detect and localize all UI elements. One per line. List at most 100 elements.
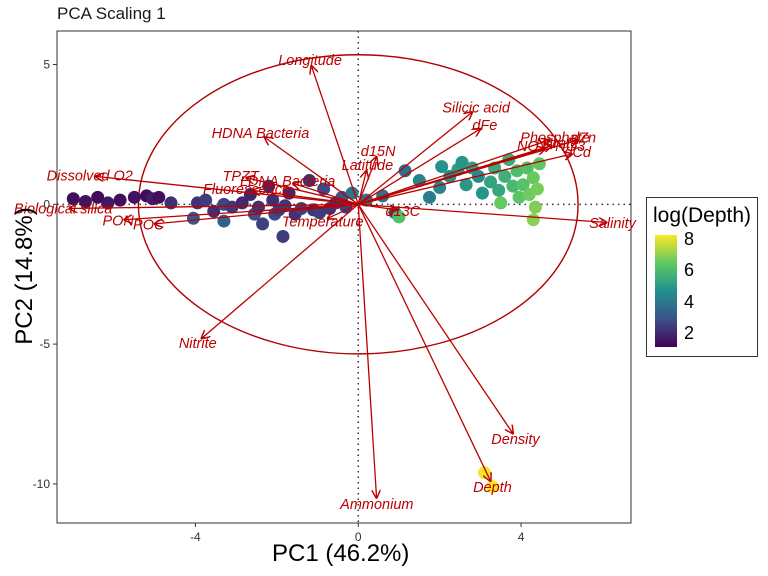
loading-arrow xyxy=(357,157,376,205)
chart-title: PCA Scaling 1 xyxy=(57,4,166,23)
ellipse-layer xyxy=(137,54,579,355)
loading-label: d15N xyxy=(361,144,396,160)
loading-label: dZn xyxy=(571,131,596,147)
data-point xyxy=(455,155,469,169)
data-point xyxy=(492,183,506,197)
loading-arrow xyxy=(357,171,366,205)
loading-label: PON xyxy=(102,213,134,229)
loading-arrow xyxy=(357,112,472,205)
loading-arrow xyxy=(358,148,545,205)
loading-label: LDNA Bacteria xyxy=(240,174,335,190)
data-point xyxy=(66,192,80,206)
data-point xyxy=(475,186,489,200)
y-tick-label: -10 xyxy=(33,477,51,491)
data-point xyxy=(526,213,540,227)
loading-label: Latitude xyxy=(342,158,394,174)
legend-tick-label: 2 xyxy=(684,323,695,344)
data-point xyxy=(512,190,526,204)
data-point xyxy=(302,174,316,188)
data-point xyxy=(101,196,115,210)
data-point xyxy=(152,190,166,204)
data-point xyxy=(506,179,520,193)
loading-arrow xyxy=(202,203,359,338)
data-point xyxy=(494,196,508,210)
axes-layer: -4 0 4 5 0 -5 -10 xyxy=(33,58,525,544)
loading-label: POC xyxy=(133,218,165,234)
data-point xyxy=(91,190,105,204)
loading-label: NO2+NO3 xyxy=(517,139,585,155)
data-point xyxy=(127,190,141,204)
data-point xyxy=(459,178,473,192)
y-tick-label: 5 xyxy=(43,58,50,72)
data-point xyxy=(484,175,498,189)
loading-arrow xyxy=(358,140,549,205)
loading-arrow xyxy=(357,203,513,433)
loading-arrow xyxy=(155,203,359,224)
data-point xyxy=(256,217,270,231)
loading-label: TPZT xyxy=(223,169,260,185)
data-point xyxy=(225,200,239,214)
loading-label: Ammonium xyxy=(339,497,413,513)
loading-arrow xyxy=(357,204,490,481)
loading-label: Biological silica xyxy=(14,202,112,218)
loading-label: Fluorescence xyxy=(203,182,290,198)
legend-colorbar xyxy=(655,235,677,347)
data-point xyxy=(530,182,544,196)
data-point xyxy=(516,178,530,192)
loading-label: d13C xyxy=(385,204,420,220)
data-point xyxy=(526,171,540,185)
x-tick-label: 4 xyxy=(518,530,525,544)
loading-label: HDNA Bacteria xyxy=(212,126,310,142)
loading-arrow xyxy=(358,154,572,205)
loading-label: Dissolved O2 xyxy=(47,168,133,184)
loading-label: Phosphate xyxy=(520,130,589,146)
loading-arrow xyxy=(96,176,359,205)
loading-label: Nitrate xyxy=(536,136,579,152)
legend-tick-label: 6 xyxy=(684,260,695,281)
y-axis-label: PC2 (14.8%) xyxy=(11,207,38,345)
loading-arrow xyxy=(293,183,359,205)
y-tick-label: 0 xyxy=(43,197,50,211)
data-point xyxy=(528,200,542,214)
data-point xyxy=(422,190,436,204)
x-tick-label: -4 xyxy=(190,530,201,544)
loading-label: dCd xyxy=(564,145,592,161)
data-point xyxy=(78,195,92,209)
data-point xyxy=(113,193,127,207)
loading-arrow xyxy=(357,129,480,205)
y-tick-label: -5 xyxy=(39,337,50,351)
loading-label: Temperature xyxy=(282,215,364,231)
loading-label: dFe xyxy=(472,118,497,134)
loading-arrow xyxy=(252,190,359,205)
loading-arrow xyxy=(265,137,359,205)
data-point xyxy=(435,160,449,174)
x-tick-label: 0 xyxy=(355,530,362,544)
data-point xyxy=(313,206,327,220)
data-point xyxy=(412,174,426,188)
loading-label: Nitrite xyxy=(179,336,217,352)
data-point xyxy=(486,480,500,494)
loading-label: Depth xyxy=(473,480,512,496)
data-point xyxy=(276,229,290,243)
data-point xyxy=(498,169,512,183)
data-point xyxy=(433,181,447,195)
x-axis-label: PC1 (46.2%) xyxy=(272,540,410,567)
loading-arrow xyxy=(124,203,359,219)
data-point xyxy=(186,211,200,225)
loading-arrow xyxy=(358,203,397,210)
loading-arrows-layer xyxy=(69,66,606,498)
loading-arrow xyxy=(328,203,359,218)
color-legend: log(Depth) 8 6 4 2 xyxy=(646,197,758,357)
loading-label: Density xyxy=(491,432,540,448)
data-point xyxy=(266,193,280,207)
data-point xyxy=(199,193,213,207)
loading-arrow xyxy=(357,204,376,498)
loading-arrow xyxy=(69,203,359,208)
legend-title: log(Depth) xyxy=(653,204,752,227)
loading-arrow xyxy=(311,66,359,205)
legend-tick-label: 4 xyxy=(684,291,695,312)
loading-arrow xyxy=(358,203,606,222)
data-point xyxy=(345,186,359,200)
